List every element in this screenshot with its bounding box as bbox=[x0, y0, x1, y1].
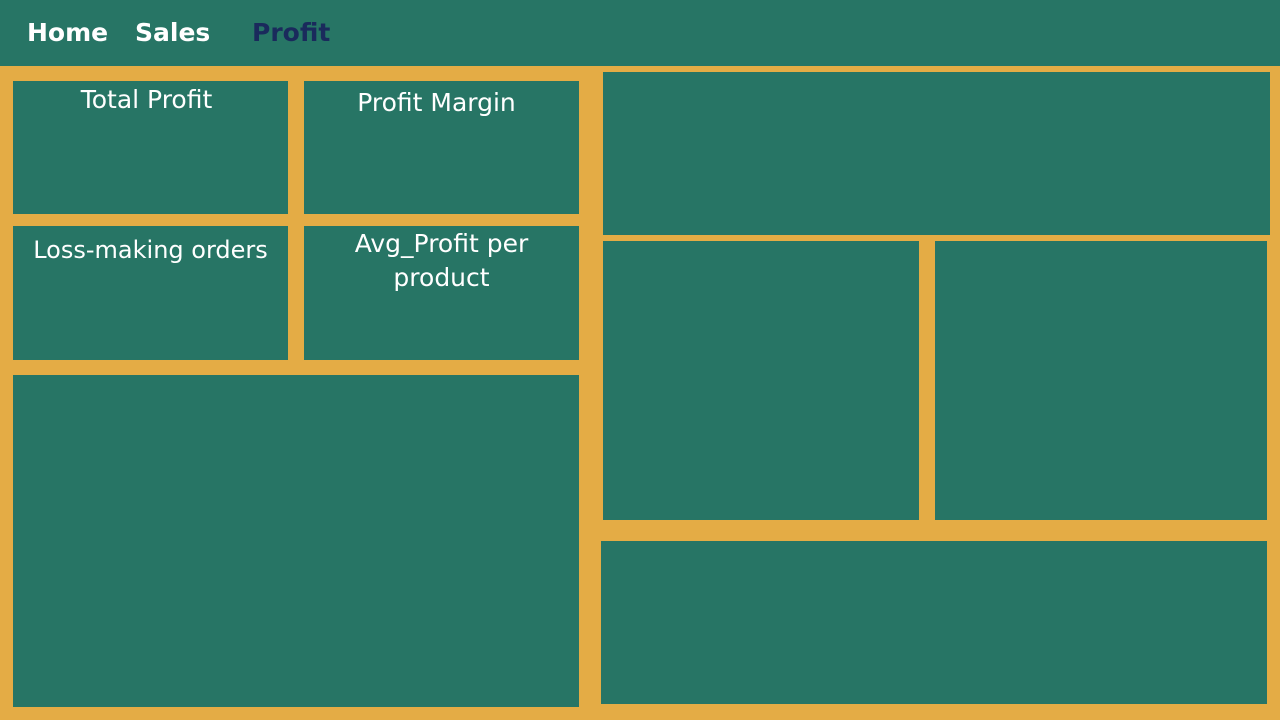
chart-panel-bottom-left bbox=[13, 375, 579, 707]
tab-profit[interactable]: Profit bbox=[252, 18, 331, 47]
total-profit-card: Total Profit bbox=[13, 81, 288, 214]
top-navigation-bar: Home Sales Profit bbox=[0, 0, 1280, 66]
tab-home[interactable]: Home bbox=[27, 18, 109, 47]
profit-margin-card: Profit Margin bbox=[304, 81, 579, 214]
chart-panel-bottom-right bbox=[601, 541, 1267, 704]
loss-making-orders-label: Loss-making orders bbox=[33, 236, 268, 264]
avg-profit-per-product-label: Avg_Profit per product bbox=[354, 229, 529, 292]
total-profit-label: Total Profit bbox=[80, 85, 213, 114]
chart-panel-middle-right bbox=[935, 241, 1267, 520]
tab-sales[interactable]: Sales bbox=[135, 18, 211, 47]
loss-making-orders-card: Loss-making orders bbox=[13, 226, 288, 360]
chart-panel-top-right bbox=[603, 72, 1270, 235]
avg-profit-per-product-card: Avg_Profit per product bbox=[304, 226, 579, 360]
chart-panel-middle-left bbox=[603, 241, 919, 520]
profit-margin-label: Profit Margin bbox=[357, 88, 516, 117]
